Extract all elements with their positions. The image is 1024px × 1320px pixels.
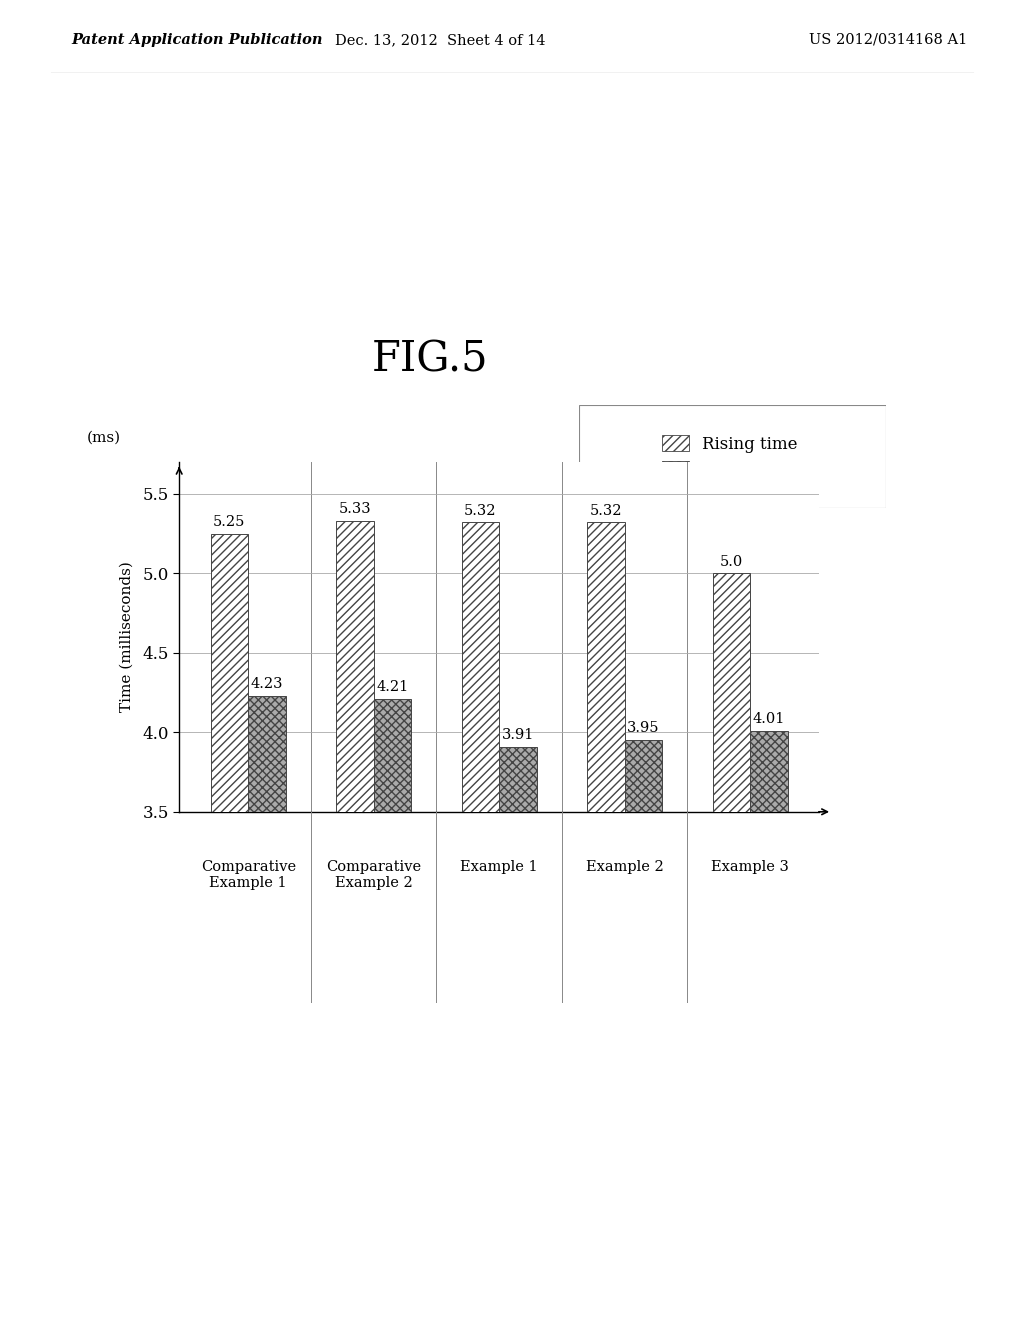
Bar xyxy=(500,747,537,812)
Text: Comparative
Example 2: Comparative Example 2 xyxy=(327,859,421,890)
Bar xyxy=(248,696,286,812)
Bar xyxy=(336,521,374,812)
Text: 5.32: 5.32 xyxy=(464,504,497,517)
Text: 5.25: 5.25 xyxy=(213,515,246,529)
Text: 4.21: 4.21 xyxy=(377,680,409,694)
Bar xyxy=(374,698,412,812)
Text: 3.95: 3.95 xyxy=(628,722,659,735)
Bar xyxy=(713,573,751,812)
Text: 5.33: 5.33 xyxy=(339,502,371,516)
Text: FIG.5: FIG.5 xyxy=(372,339,488,380)
Text: 5.0: 5.0 xyxy=(720,554,743,569)
Text: Patent Application Publication: Patent Application Publication xyxy=(72,33,324,48)
Text: (ms): (ms) xyxy=(86,430,121,445)
Bar xyxy=(462,523,500,812)
Legend: Rising time, Falling time: Rising time, Falling time xyxy=(652,425,812,488)
Bar xyxy=(587,523,625,812)
Text: Example 2: Example 2 xyxy=(586,859,664,874)
Bar xyxy=(751,731,787,812)
Text: Comparative
Example 1: Comparative Example 1 xyxy=(201,859,296,890)
Bar xyxy=(211,533,248,812)
Text: Dec. 13, 2012  Sheet 4 of 14: Dec. 13, 2012 Sheet 4 of 14 xyxy=(335,33,546,48)
Text: Example 3: Example 3 xyxy=(712,859,790,874)
Text: 3.91: 3.91 xyxy=(502,727,535,742)
Bar xyxy=(625,741,663,812)
Y-axis label: Time (milliseconds): Time (milliseconds) xyxy=(120,561,134,713)
Text: US 2012/0314168 A1: US 2012/0314168 A1 xyxy=(809,33,968,48)
Text: 5.32: 5.32 xyxy=(590,504,623,517)
Text: 4.01: 4.01 xyxy=(753,711,785,726)
Text: Example 1: Example 1 xyxy=(461,859,538,874)
Text: 4.23: 4.23 xyxy=(251,677,284,690)
